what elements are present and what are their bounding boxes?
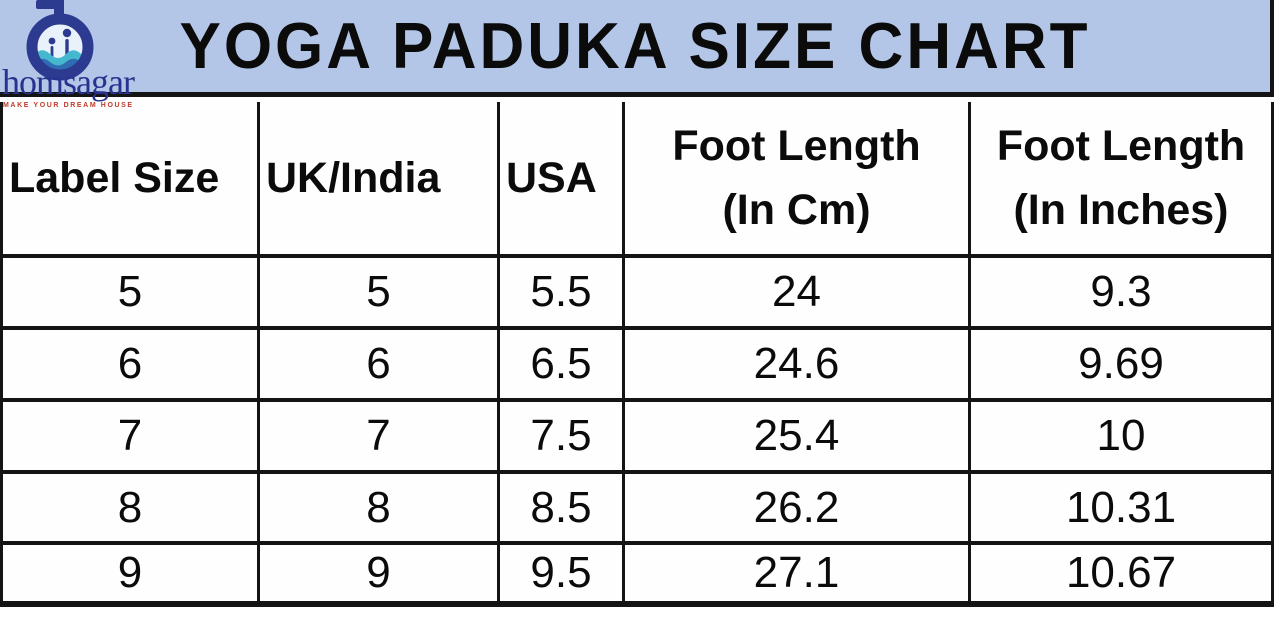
table-cell: 5 [260,258,500,330]
table-cell: 8 [260,474,500,545]
header-line: (In Cm) [722,186,871,234]
table-cell: 8 [3,474,260,545]
table-cell: 9.5 [500,545,625,607]
column-header-usa: USA [500,102,625,258]
brand-tagline: MAKE YOUR DREAM HOUSE [3,102,134,109]
table-cell: 6 [260,330,500,402]
table-cell: 7 [260,402,500,474]
column-header-foot-length-cm: Foot Length (In Cm) [625,102,971,258]
header-line: Label Size [9,153,220,202]
table-cell: 10 [971,402,1274,474]
table-cell: 6 [3,330,260,402]
header-line: Foot Length [672,121,921,170]
table-cell: 9 [3,545,260,607]
table-cell: 10.31 [971,474,1274,545]
table-cell: 26.2 [625,474,971,545]
table-cell: 7 [3,402,260,474]
table-cell: 9.3 [971,258,1274,330]
column-header-uk-india: UK/India [260,102,500,258]
title-banner: YOGA PADUKA SIZE CHART [0,0,1274,97]
table-cell: 9.69 [971,330,1274,402]
table-cell: 27.1 [625,545,971,607]
table-cell: 7.5 [500,402,625,474]
size-table: Label Size UK/India USA Foot Length (In … [0,102,1274,607]
table-cell: 10.67 [971,545,1274,607]
homsagar-logo-icon [26,0,94,81]
header-line: Foot Length [996,121,1246,170]
table-cell: 8.5 [500,474,625,545]
brand-logo: homsagar MAKE YOUR DREAM HOUSE [2,0,172,109]
table-cell: 6.5 [500,330,625,402]
table-cell: 9 [260,545,500,607]
table-cell: 5.5 [500,258,625,330]
column-header-foot-length-inches: Foot Length (In Inches) [971,102,1274,258]
header-line: UK/India [266,153,441,202]
table-cell: 5 [3,258,260,330]
column-header-label-size: Label Size [3,102,260,258]
chart-title: YOGA PADUKA SIZE CHART [179,9,1091,83]
header-line: (In Inches) [1013,186,1229,234]
table-cell: 24 [625,258,971,330]
header-line: USA [506,153,597,202]
brand-name: homsagar [2,62,135,102]
table-cell: 25.4 [625,402,971,474]
table-cell: 24.6 [625,330,971,402]
